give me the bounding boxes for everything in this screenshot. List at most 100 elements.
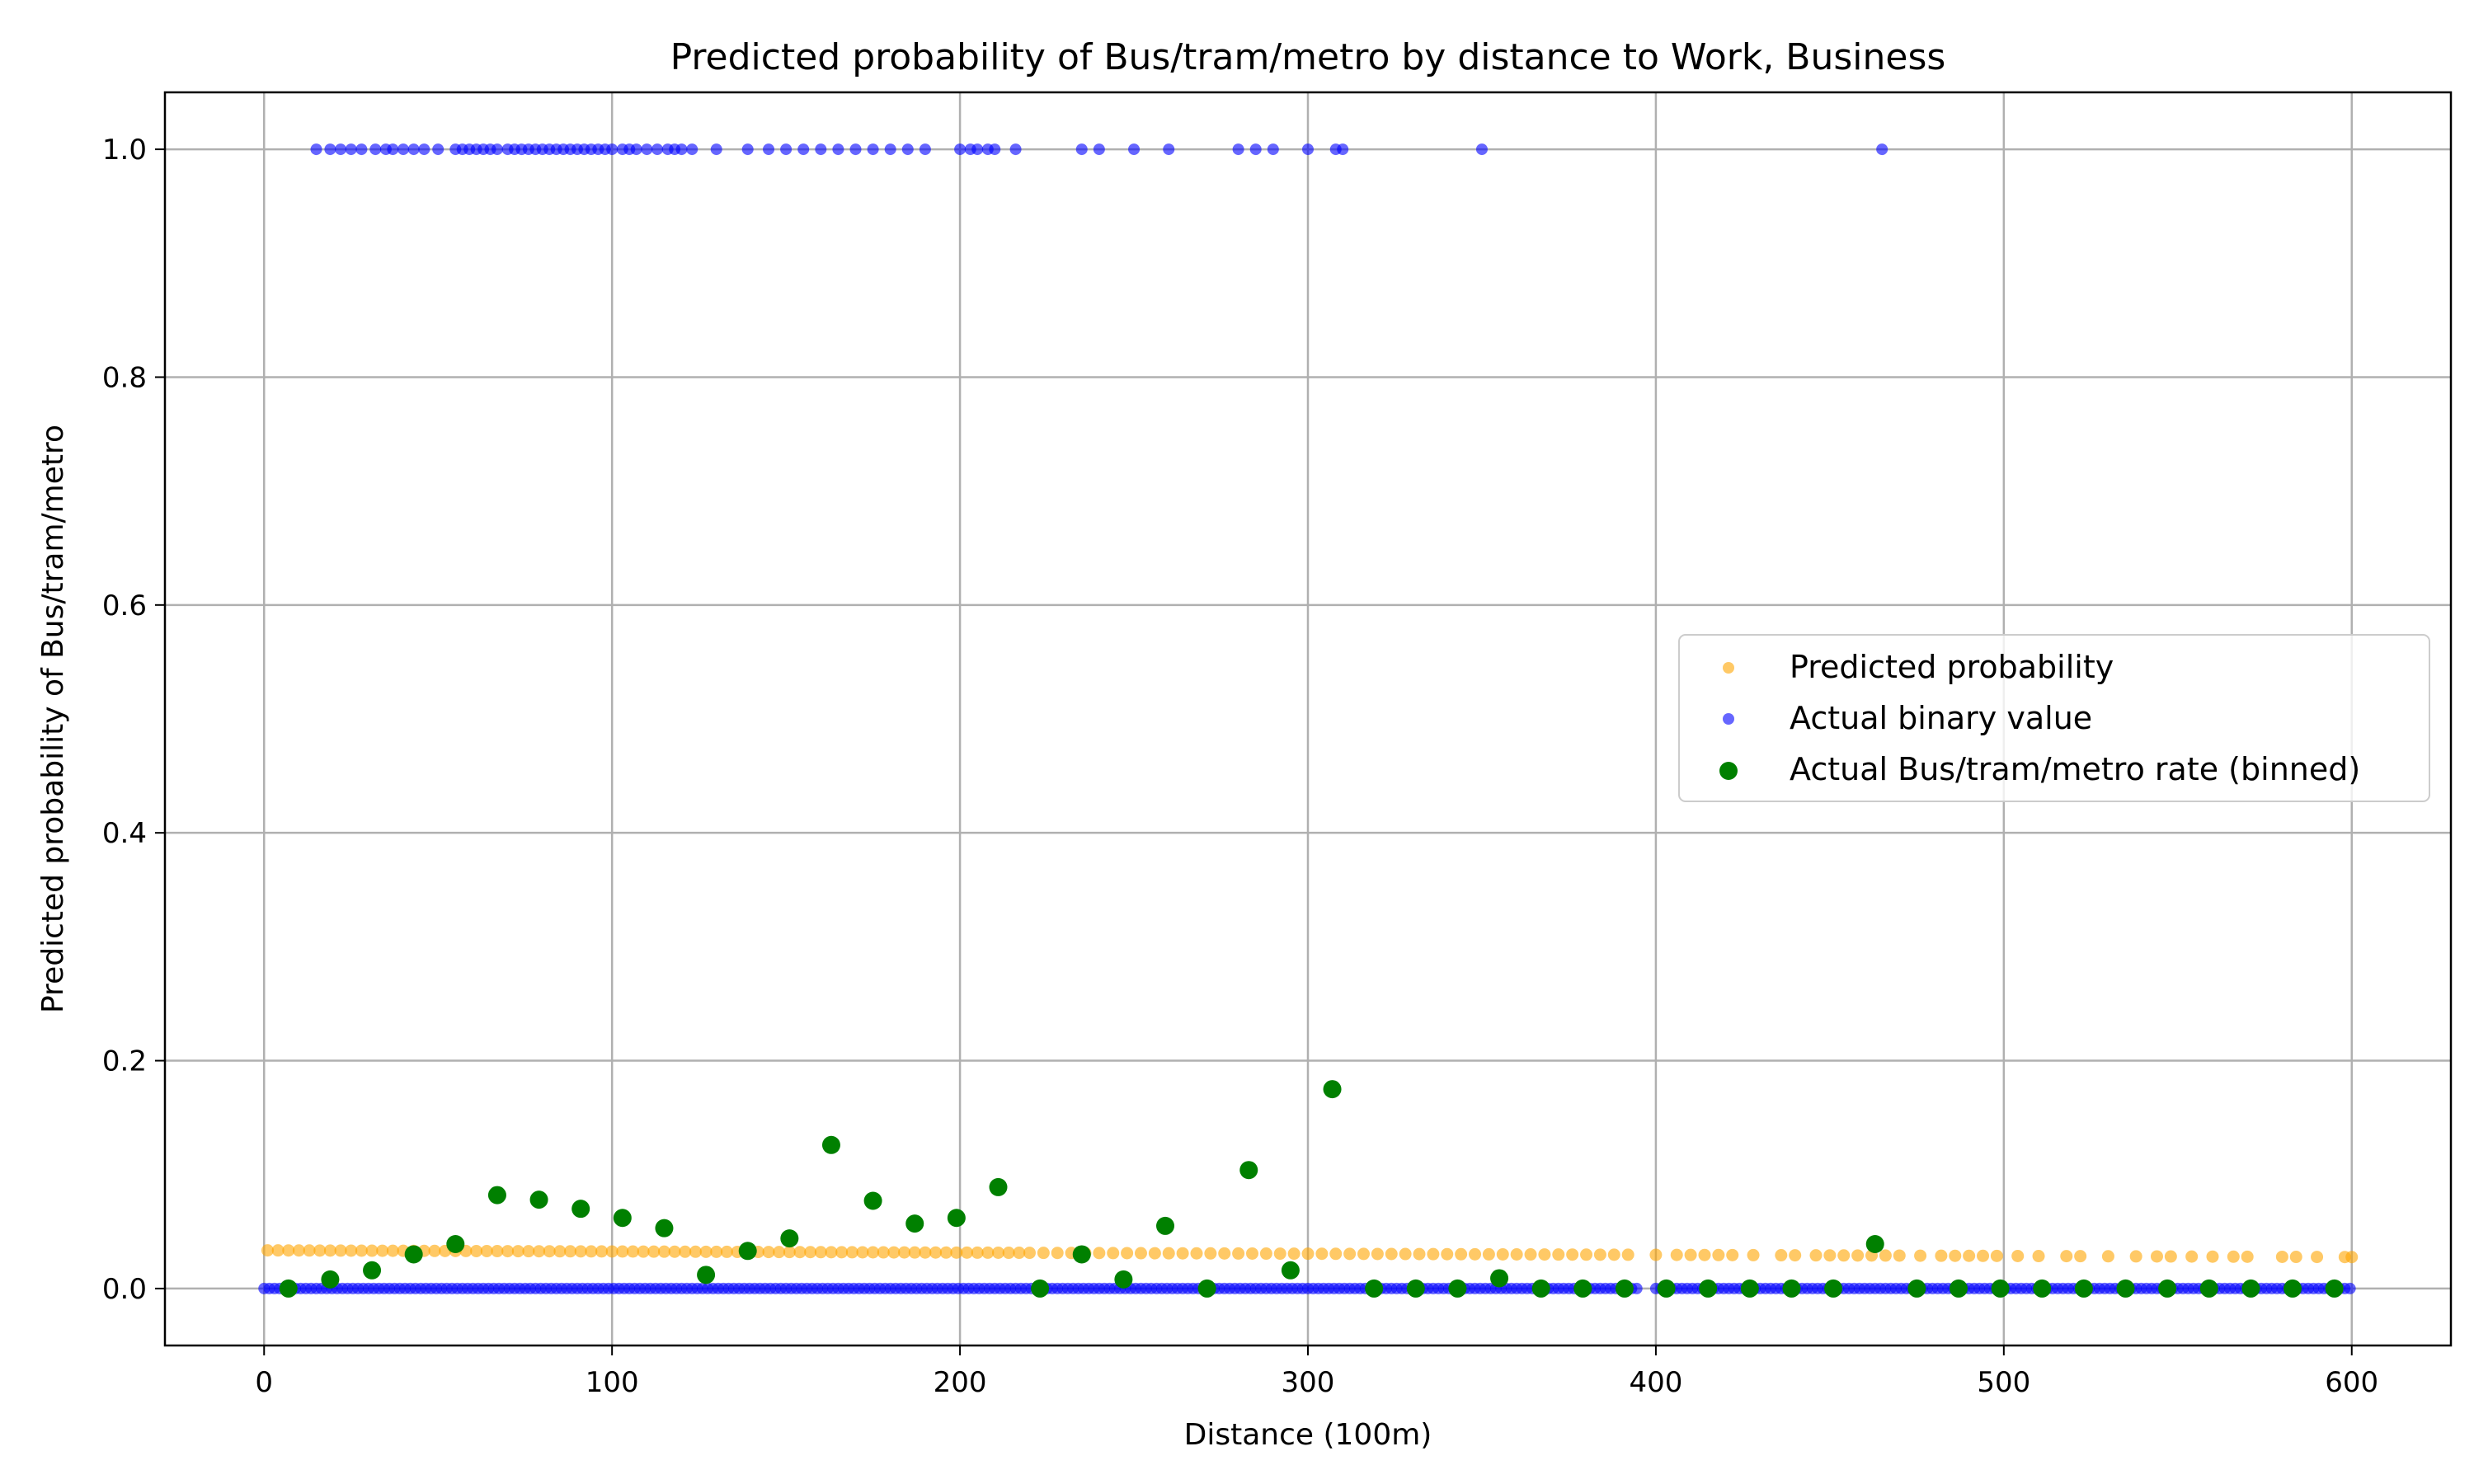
predicted-point	[271, 1244, 285, 1257]
actual-point	[1232, 143, 1244, 156]
predicted-point	[835, 1246, 849, 1259]
predicted-point	[1482, 1247, 1495, 1261]
binned-point	[1531, 1279, 1550, 1298]
predicted-point	[355, 1244, 368, 1257]
predicted-point	[1315, 1247, 1329, 1261]
binned-point	[738, 1242, 757, 1261]
predicted-point	[2101, 1250, 2114, 1263]
predicted-point	[1510, 1247, 1523, 1261]
actual-point	[849, 143, 862, 156]
predicted-point	[668, 1245, 681, 1258]
x-tick-label: 300	[1282, 1366, 1335, 1399]
predicted-point	[1712, 1248, 1725, 1261]
binned-point	[2199, 1279, 2218, 1298]
actual-point	[1876, 143, 1888, 156]
predicted-point	[2289, 1251, 2302, 1264]
predicted-point	[1023, 1247, 1036, 1260]
predicted-point	[710, 1245, 723, 1258]
actual-point	[741, 143, 754, 156]
predicted-point	[1441, 1247, 1454, 1261]
binned-point	[1865, 1235, 1884, 1254]
predicted-point	[2275, 1250, 2288, 1263]
predicted-point	[1413, 1247, 1426, 1261]
binned-point	[1824, 1279, 1843, 1298]
binned-point	[404, 1245, 423, 1264]
predicted-point	[1343, 1247, 1357, 1261]
predicted-point	[1329, 1247, 1343, 1261]
y-axis-label: Predicted probability of Bus/tram/metro	[36, 425, 70, 1013]
predicted-point	[1107, 1247, 1120, 1260]
actual-point	[2344, 1282, 2356, 1294]
predicted-point	[1809, 1249, 1823, 1262]
actual-point	[355, 143, 368, 156]
predicted-point	[1775, 1249, 1788, 1262]
predicted-point	[762, 1246, 775, 1259]
legend-label-binned: Actual Bus/tram/metro rate (binned)	[1790, 751, 2360, 787]
predicted-point	[679, 1245, 692, 1258]
binned-point	[1323, 1080, 1342, 1099]
predicted-point	[313, 1244, 327, 1257]
binned-point	[2284, 1279, 2302, 1298]
predicted-point	[929, 1246, 943, 1259]
binned-point	[2074, 1279, 2093, 1298]
predicted-point	[1538, 1248, 1551, 1261]
legend: Predicted probability Actual binary valu…	[1678, 634, 2430, 802]
binned-point	[529, 1190, 548, 1209]
binned-point	[821, 1135, 840, 1154]
legend-label-actual: Actual binary value	[1790, 700, 2092, 736]
y-axis: 0.0 0.2 0.4 0.6 0.8 1.0	[102, 134, 165, 1306]
predicted-point	[919, 1246, 932, 1259]
binned-point	[780, 1229, 799, 1248]
actual-point	[989, 143, 1001, 156]
predicted-point	[386, 1244, 399, 1257]
binned-point	[571, 1200, 590, 1219]
predicted-point	[1259, 1247, 1272, 1261]
binned-point	[2241, 1279, 2260, 1298]
predicted-point	[564, 1245, 577, 1258]
predicted-point	[1977, 1249, 1990, 1262]
predicted-point	[1232, 1247, 1245, 1260]
predicted-point	[720, 1245, 733, 1258]
predicted-point	[1385, 1247, 1398, 1261]
predicted-point	[282, 1244, 295, 1257]
legend-box	[1678, 634, 2430, 802]
predicted-point	[2345, 1251, 2359, 1264]
actual-point	[397, 143, 410, 156]
legend-label-predicted: Predicted probability	[1790, 649, 2114, 685]
actual-point	[815, 143, 827, 156]
actual-point	[1075, 143, 1088, 156]
predicted-point	[1990, 1249, 2003, 1262]
binned-point	[1406, 1279, 1425, 1298]
actual-point	[1475, 143, 1488, 156]
binned-point	[1615, 1279, 1634, 1298]
binned-point	[697, 1266, 716, 1284]
predicted-point	[605, 1245, 618, 1258]
predicted-point	[2060, 1250, 2073, 1263]
actual-point	[884, 143, 896, 156]
predicted-point	[1218, 1247, 1231, 1260]
predicted-point	[1580, 1248, 1593, 1261]
predicted-point	[303, 1244, 316, 1257]
predicted-point	[950, 1246, 963, 1259]
actual-point	[1128, 143, 1141, 156]
actual-point	[1337, 143, 1349, 156]
predicted-point	[1726, 1248, 1739, 1261]
predicted-point	[908, 1246, 921, 1259]
predicted-point	[616, 1245, 629, 1258]
binned-point	[989, 1177, 1008, 1196]
actual-point	[797, 143, 810, 156]
binned-point	[863, 1191, 882, 1210]
x-axis: 0 100 200 300 400 500 600	[255, 1345, 2378, 1399]
predicted-point	[1037, 1247, 1050, 1260]
predicted-point	[867, 1246, 880, 1259]
predicted-point	[971, 1246, 984, 1259]
binned-point	[487, 1186, 506, 1205]
binned-points	[279, 1080, 2344, 1298]
x-tick-label: 400	[1629, 1366, 1682, 1399]
predicted-point	[1789, 1249, 1802, 1262]
predicted-point	[1245, 1247, 1258, 1260]
predicted-point	[773, 1246, 786, 1259]
predicted-point	[470, 1244, 483, 1257]
predicted-point	[365, 1244, 379, 1257]
actual-point	[335, 143, 347, 156]
